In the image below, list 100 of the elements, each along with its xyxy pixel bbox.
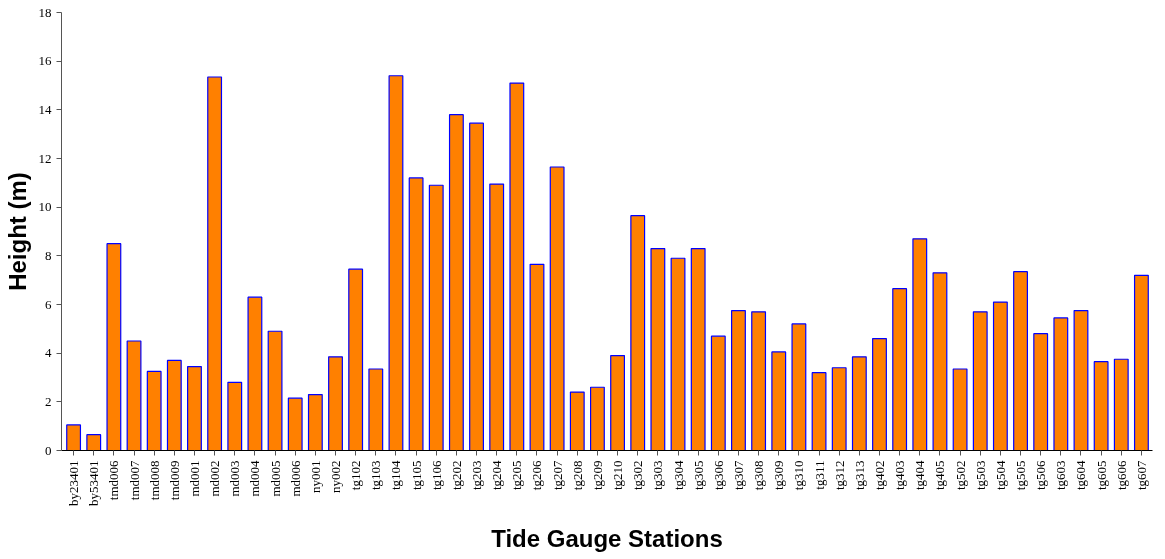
x-tick-label: md005 [267, 460, 283, 497]
bar [831, 367, 847, 451]
x-tick-label: tg404 [912, 460, 928, 491]
y-tick-label: 10 [38, 199, 52, 215]
bar [952, 368, 968, 451]
bar [912, 238, 928, 451]
bar [166, 359, 182, 451]
x-tick-label: tg205 [509, 460, 525, 491]
bar [509, 82, 525, 451]
x-tick-label: tg209 [589, 460, 605, 491]
x-tick-label: tg105 [408, 460, 424, 491]
x-tick-label: tg506 [1033, 460, 1049, 491]
bar [307, 393, 323, 451]
bar [469, 122, 484, 451]
x-tick-label: tg203 [469, 460, 485, 491]
y-tick-label: 4 [45, 345, 52, 361]
x-tick-label: tg603 [1053, 460, 1069, 491]
x-tick-label: tg502 [952, 460, 968, 491]
x-tick-label: tg605 [1093, 460, 1109, 491]
x-tick-label: tg303 [650, 460, 666, 491]
y-tick-label: 2 [45, 393, 52, 409]
x-tick-label: md002 [207, 460, 223, 497]
bar [408, 177, 424, 451]
bar [589, 386, 605, 451]
bar [992, 301, 1008, 451]
x-tick-label: tg607 [1133, 460, 1149, 491]
bar [287, 397, 303, 451]
x-tick-label: tg102 [348, 460, 364, 491]
x-tick-label: tg208 [569, 460, 585, 491]
x-tick-label: ny001 [307, 460, 323, 493]
y-tick-label: 16 [38, 53, 52, 69]
bar [710, 335, 726, 451]
x-tick-label: tg504 [992, 460, 1008, 491]
bar [448, 114, 464, 451]
bar [972, 311, 988, 451]
x-tick-label: by23401 [66, 460, 82, 506]
bar [529, 263, 545, 451]
x-tick-label: md004 [247, 460, 263, 497]
bar [892, 288, 908, 451]
x-tick-label: tg106 [428, 460, 444, 491]
bar [1133, 274, 1149, 451]
bar [630, 215, 646, 451]
x-tick-label: tg606 [1113, 460, 1129, 491]
x-tick-label: tg202 [448, 460, 464, 491]
bar [650, 247, 666, 451]
bar [569, 391, 585, 451]
bar [811, 372, 827, 451]
bar [690, 247, 706, 451]
x-tick-label: tg103 [368, 460, 384, 491]
bar [932, 272, 948, 451]
x-tick-label: tg304 [670, 460, 686, 491]
bar [428, 184, 444, 451]
x-tick-label: tmd007 [126, 460, 142, 501]
x-tick-label: tmd006 [106, 460, 122, 501]
x-tick-label: tg405 [932, 460, 948, 491]
bar [187, 365, 202, 451]
x-tick-label: tg308 [751, 460, 767, 491]
x-tick-label: tg310 [791, 460, 807, 491]
bar [146, 370, 162, 451]
x-tick-label: tg604 [1073, 460, 1089, 491]
x-tick-label: tg503 [972, 460, 988, 491]
x-tick-label: tg305 [690, 460, 706, 491]
bar [791, 323, 807, 451]
bar [328, 356, 343, 451]
bar [1013, 271, 1028, 451]
bar [1113, 358, 1129, 451]
bar [489, 183, 505, 451]
bar [731, 309, 746, 451]
x-tick-label: ny002 [328, 460, 344, 493]
x-tick-label: tg104 [388, 460, 404, 491]
bar [549, 166, 565, 451]
bar [368, 368, 384, 451]
x-tick-label: tg309 [771, 460, 787, 491]
x-tick-label: tg311 [811, 460, 827, 490]
x-tick-label: tg210 [610, 460, 626, 491]
x-tick-label: tg402 [872, 460, 887, 491]
bar [247, 296, 263, 451]
bar [1033, 333, 1049, 451]
bar [771, 351, 787, 451]
x-axis-title: Tide Gauge Stations [491, 525, 723, 552]
bar [751, 311, 767, 451]
x-tick-label: tg312 [831, 460, 847, 491]
bar [1093, 361, 1109, 451]
bar [610, 355, 626, 451]
x-tick-label: md003 [227, 460, 243, 497]
bar [267, 330, 283, 451]
x-tick-label: tmd009 [166, 460, 182, 501]
y-tick-label: 8 [45, 247, 52, 263]
bar [106, 243, 122, 451]
y-tick-label: 14 [38, 101, 52, 117]
bar [86, 434, 102, 451]
bar [66, 424, 82, 451]
bar [388, 75, 404, 451]
x-tick-label: tg306 [710, 460, 726, 491]
bar [851, 356, 867, 451]
x-tick-label: tg206 [529, 460, 545, 491]
x-tick-label: tg403 [892, 460, 908, 491]
bar [872, 337, 887, 451]
bar [348, 268, 364, 451]
y-tick-label: 18 [38, 4, 52, 20]
